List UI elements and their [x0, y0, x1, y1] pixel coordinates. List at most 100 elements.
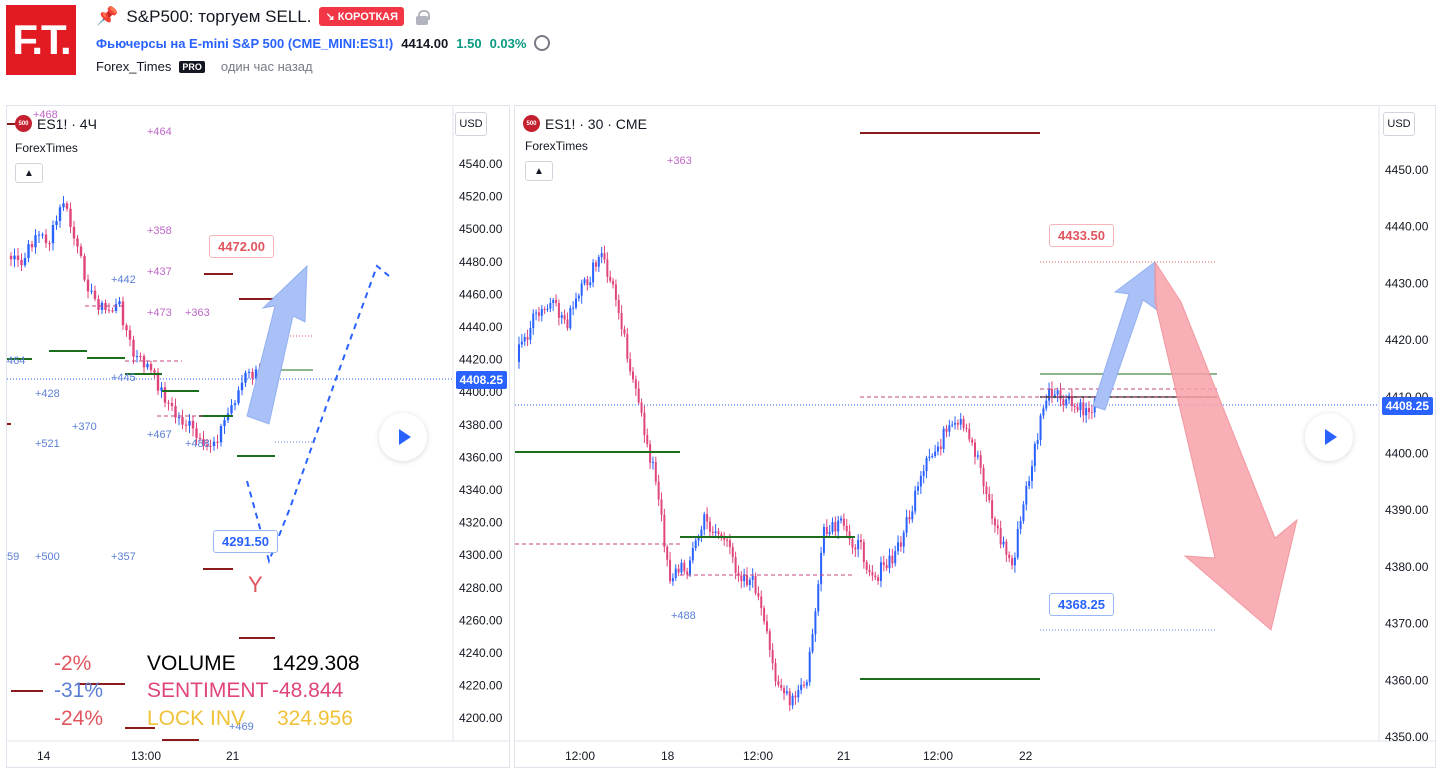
left-candle: [153, 370, 156, 373]
stat-pct-2: -31%: [54, 679, 104, 702]
right-x-tick-label: 18: [661, 749, 675, 763]
publish-time: один час назад: [220, 59, 313, 74]
left-currency-button[interactable]: USD: [455, 112, 487, 136]
left-x-tick-label: 14: [37, 749, 51, 763]
left-indicator-name: ForexTimes: [15, 141, 78, 155]
right-target-down-callout: 4368.25: [1049, 593, 1114, 616]
left-y-marker: Y: [248, 572, 263, 597]
left-candle: [142, 356, 146, 368]
right-y-tick-label: 4370.00: [1385, 617, 1429, 631]
author-row: Forex_Times PRO один час назад: [96, 59, 313, 74]
right-candle: [845, 525, 848, 532]
left-signal-label: +442: [111, 274, 136, 286]
left-signal-label: +445: [111, 372, 136, 384]
left-candle: [244, 372, 247, 383]
right-candle: [1028, 481, 1031, 487]
right-candle: [805, 682, 808, 686]
right-candle: [914, 490, 917, 512]
right-candle: [754, 576, 757, 593]
left-collapse-button[interactable]: ▲: [15, 163, 43, 183]
right-candle: [612, 280, 615, 285]
right-candle: [948, 425, 951, 432]
right-candle: [783, 688, 786, 694]
right-candle: [637, 388, 640, 403]
left-candle: [146, 363, 149, 368]
right-candle: [540, 309, 543, 316]
left-candle: [254, 369, 258, 379]
right-candle: [757, 592, 760, 597]
left-legend-text: ES1! · 4Ч: [37, 115, 97, 132]
stat-pct-1: -2%: [54, 652, 92, 675]
right-candle: [532, 313, 535, 329]
right-candle: [794, 695, 797, 698]
left-signal-label: +357: [111, 551, 136, 563]
right-play-button[interactable]: [1305, 413, 1353, 461]
left-signal-label: +464: [147, 126, 172, 138]
left-chart-canvas[interactable]: 4540.00 4520.00 4500.00 4480.00 4460.00 4440.…: [7, 106, 510, 768]
left-candle: [121, 301, 125, 326]
right-candle: [523, 337, 526, 342]
right-sell-arrow: [1154, 260, 1298, 631]
volume-label: VOLUME: [147, 652, 236, 675]
right-candle: [897, 542, 900, 552]
right-candle: [518, 344, 520, 362]
right-candle: [1031, 466, 1033, 482]
right-candle: [646, 435, 649, 445]
right-candle: [854, 547, 857, 550]
right-candle: [831, 522, 834, 532]
right-candle: [589, 282, 592, 286]
right-candle: [617, 299, 620, 313]
left-play-button[interactable]: [379, 413, 427, 461]
left-candle: [76, 238, 79, 247]
left-signal-label: 464: [7, 355, 25, 367]
right-candle: [1019, 520, 1022, 529]
right-currency-button[interactable]: USD: [1383, 112, 1415, 136]
right-candle: [885, 565, 888, 569]
left-candle: [191, 420, 195, 429]
right-candle: [706, 514, 709, 522]
right-candle: [760, 596, 763, 609]
left-signal-label: +500: [35, 551, 60, 563]
idea-header: F.T. 📌 S&P500: торгуем SELL. ↘ КОРОТКАЯ …: [0, 0, 1441, 100]
left-y-tick-label: 4280.00: [459, 581, 503, 595]
logo-text: F.T.: [12, 16, 71, 63]
left-candle: [16, 255, 20, 260]
right-candle: [674, 568, 677, 579]
symbol-link[interactable]: Фьючерсы на E-mini S&P 500 (CME_MINI:ES1…: [96, 36, 393, 51]
right-candle: [580, 283, 583, 296]
forex-times-logo[interactable]: F.T.: [6, 5, 76, 75]
right-candle: [1073, 405, 1076, 407]
right-candle: [808, 651, 811, 683]
right-candle: [879, 562, 882, 581]
right-candle: [996, 525, 999, 529]
right-chart-canvas[interactable]: 4450.004440.004430.004420.004410.004400.…: [515, 106, 1436, 768]
right-collapse-button[interactable]: ▲: [525, 161, 553, 181]
right-candle: [1079, 402, 1082, 411]
left-candle: [251, 371, 254, 379]
right-y-tick-label: 4450.00: [1385, 163, 1429, 177]
left-candle: [223, 420, 226, 427]
right-candle: [649, 444, 652, 463]
left-candle: [65, 203, 69, 209]
right-candle: [1070, 395, 1073, 406]
right-candle: [740, 575, 743, 582]
left-y-tick-label: 4500.00: [459, 222, 503, 236]
left-candle: [184, 424, 188, 426]
right-candle: [1013, 557, 1016, 566]
left-candle: [97, 298, 100, 310]
right-candle: [691, 548, 694, 561]
left-chart-pane[interactable]: 4540.00 4520.00 4500.00 4480.00 4460.00 4440.…: [6, 105, 510, 768]
right-candle: [640, 402, 643, 413]
right-y-tick-label: 4350.00: [1385, 730, 1429, 744]
alarm-clock-icon[interactable]: [534, 35, 551, 51]
right-chart-pane[interactable]: 4450.004440.004430.004420.004410.004400.…: [514, 105, 1436, 768]
right-legend: 500 ES1! · 30 · CME: [523, 115, 647, 132]
right-candle: [851, 539, 854, 548]
right-candle: [748, 579, 751, 586]
left-candle: [237, 390, 240, 404]
right-legend-text: ES1! · 30 · CME: [545, 115, 647, 132]
right-candle: [529, 328, 532, 340]
left-y-tick-label: 4260.00: [459, 613, 503, 627]
author-name[interactable]: Forex_Times: [96, 59, 172, 74]
left-y-tick-label: 4200.00: [459, 711, 503, 725]
